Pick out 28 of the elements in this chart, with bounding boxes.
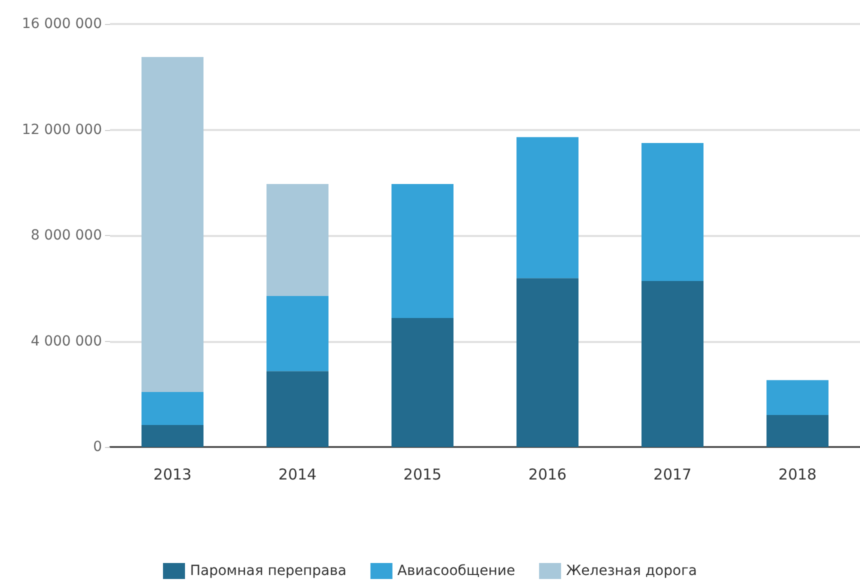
x-tick-label: 2013	[153, 466, 192, 484]
x-tick-label: 2018	[778, 466, 817, 484]
bar	[516, 278, 578, 447]
bar	[516, 137, 578, 278]
bar	[766, 415, 828, 447]
bar	[142, 425, 204, 447]
bar	[392, 318, 454, 447]
bar	[266, 184, 328, 296]
legend-label: Паромная переправа	[190, 563, 346, 579]
bar	[766, 380, 828, 416]
bar	[266, 296, 328, 372]
y-tick-label: 4 000 000	[30, 333, 102, 350]
bar	[142, 57, 204, 392]
x-tick-label: 2017	[653, 466, 692, 484]
legend-label: Авиасообщение	[397, 563, 516, 579]
x-tick-label: 2014	[278, 466, 317, 484]
bar	[392, 184, 454, 318]
y-tick-label: 8 000 000	[30, 228, 102, 244]
y-tick-label: 0	[93, 439, 102, 455]
y-tick-label: 16 000 000	[22, 16, 102, 32]
bar	[266, 371, 328, 447]
bar	[142, 392, 204, 426]
legend-label: Железная дорога	[566, 563, 698, 579]
x-tick-label: 2016	[528, 466, 567, 484]
x-tick-label: 2015	[403, 466, 442, 484]
bar	[642, 280, 704, 447]
y-tick-label: 12 000 000	[22, 122, 102, 138]
bar	[642, 142, 704, 281]
